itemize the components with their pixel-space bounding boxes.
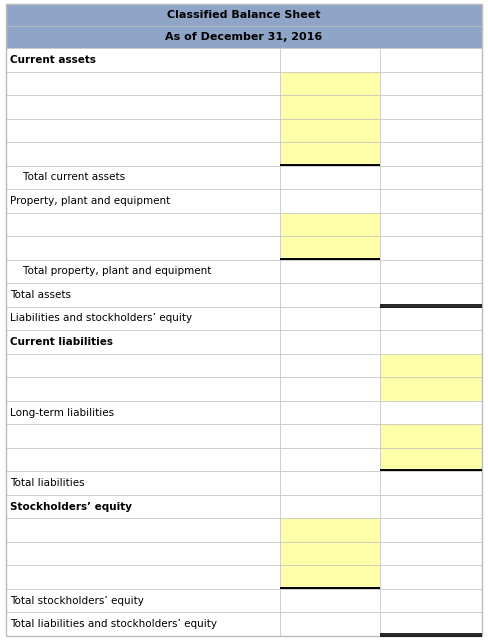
Bar: [6, 495, 280, 518]
Bar: [6, 518, 280, 542]
Bar: [6, 142, 280, 166]
Bar: [6, 448, 280, 471]
Bar: [380, 612, 482, 636]
Text: Stockholders’ equity: Stockholders’ equity: [10, 502, 132, 511]
Bar: [280, 260, 380, 283]
Bar: [380, 424, 482, 448]
Bar: [380, 260, 482, 283]
Bar: [380, 354, 482, 377]
Bar: [380, 118, 482, 142]
Bar: [280, 48, 380, 72]
Bar: [280, 236, 380, 260]
Bar: [6, 354, 280, 377]
Bar: [280, 471, 380, 495]
Bar: [280, 354, 380, 377]
Bar: [280, 142, 380, 166]
Text: As of December 31, 2016: As of December 31, 2016: [165, 32, 323, 42]
Bar: [6, 212, 280, 236]
Bar: [280, 377, 380, 401]
Bar: [380, 283, 482, 307]
Bar: [280, 448, 380, 471]
Bar: [380, 401, 482, 424]
Bar: [6, 589, 280, 612]
Bar: [280, 495, 380, 518]
Text: Total current assets: Total current assets: [10, 172, 125, 182]
Bar: [380, 307, 482, 330]
Bar: [380, 377, 482, 401]
Bar: [280, 283, 380, 307]
Bar: [280, 72, 380, 95]
Bar: [280, 518, 380, 542]
Bar: [6, 260, 280, 283]
Bar: [6, 48, 280, 72]
Bar: [380, 495, 482, 518]
Bar: [280, 212, 380, 236]
Bar: [380, 448, 482, 471]
Text: Total liabilities and stockholders’ equity: Total liabilities and stockholders’ equi…: [10, 620, 217, 629]
Bar: [6, 118, 280, 142]
Bar: [280, 330, 380, 354]
Bar: [280, 95, 380, 118]
Bar: [380, 330, 482, 354]
Bar: [6, 95, 280, 118]
Bar: [6, 612, 280, 636]
Text: Total stockholders’ equity: Total stockholders’ equity: [10, 596, 144, 605]
Bar: [380, 589, 482, 612]
Bar: [380, 95, 482, 118]
Bar: [280, 612, 380, 636]
Bar: [6, 377, 280, 401]
Bar: [280, 118, 380, 142]
Bar: [6, 26, 482, 48]
Bar: [280, 589, 380, 612]
Bar: [380, 72, 482, 95]
Text: Total liabilities: Total liabilities: [10, 478, 84, 488]
Text: Total assets: Total assets: [10, 290, 71, 300]
Bar: [6, 166, 280, 189]
Bar: [6, 283, 280, 307]
Bar: [6, 330, 280, 354]
Bar: [280, 401, 380, 424]
Bar: [380, 518, 482, 542]
Bar: [6, 565, 280, 589]
Bar: [380, 236, 482, 260]
Bar: [6, 471, 280, 495]
Bar: [6, 189, 280, 212]
Bar: [380, 212, 482, 236]
Bar: [280, 542, 380, 566]
Bar: [6, 401, 280, 424]
Text: Classified Balance Sheet: Classified Balance Sheet: [167, 10, 321, 20]
Bar: [6, 424, 280, 448]
Bar: [6, 236, 280, 260]
Bar: [280, 307, 380, 330]
Text: Property, plant and equipment: Property, plant and equipment: [10, 196, 170, 206]
Bar: [380, 166, 482, 189]
Text: Current liabilities: Current liabilities: [10, 337, 113, 347]
Text: Total property, plant and equipment: Total property, plant and equipment: [10, 266, 211, 276]
Bar: [380, 189, 482, 212]
Bar: [380, 565, 482, 589]
Bar: [6, 72, 280, 95]
Bar: [380, 48, 482, 72]
Bar: [6, 4, 482, 26]
Bar: [380, 542, 482, 566]
Bar: [6, 542, 280, 566]
Bar: [380, 142, 482, 166]
Bar: [6, 307, 280, 330]
Text: Long-term liabilities: Long-term liabilities: [10, 408, 114, 417]
Bar: [280, 424, 380, 448]
Bar: [380, 471, 482, 495]
Bar: [280, 189, 380, 212]
Text: Current assets: Current assets: [10, 55, 96, 65]
Bar: [280, 166, 380, 189]
Text: Liabilities and stockholders’ equity: Liabilities and stockholders’ equity: [10, 314, 192, 323]
Bar: [280, 565, 380, 589]
